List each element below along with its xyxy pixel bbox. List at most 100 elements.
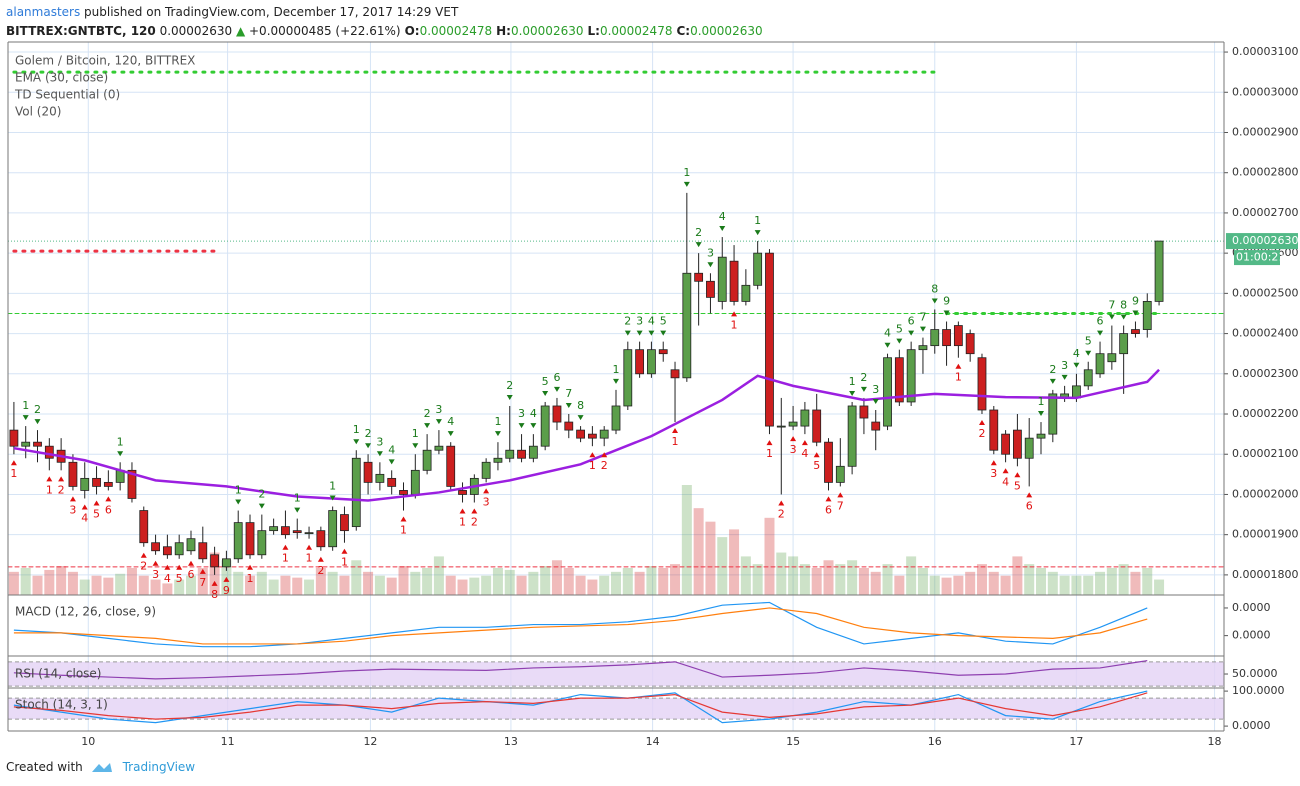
volume-bar	[492, 567, 503, 595]
volume-bar	[658, 567, 669, 595]
td-arrow	[22, 415, 29, 421]
td-arrow	[187, 560, 194, 566]
chart: 10 11 12 13 14 15 16 17 180.000018000.000019000.…	[7, 41, 1298, 748]
macd-line	[13, 601, 1148, 648]
candle-body	[989, 409, 999, 451]
candle-body	[446, 445, 456, 487]
candle-body	[363, 461, 373, 483]
volume-bar	[1118, 564, 1129, 595]
volume-bar	[67, 571, 78, 595]
candle-body	[399, 490, 408, 495]
stoch-name: Stoch (14, 3, 1)	[15, 698, 108, 712]
td-arrow	[1026, 492, 1033, 498]
td-count: 2	[695, 226, 702, 239]
volume-bar	[929, 575, 940, 595]
user[interactable]: alanmasters	[6, 5, 81, 19]
y-tick-label: 0.00002800	[1232, 166, 1298, 179]
td-arrow	[565, 403, 572, 409]
td-count: 1	[766, 447, 773, 460]
candle-body	[292, 530, 302, 534]
stoch-line	[13, 690, 1148, 724]
td-count: 1	[672, 435, 679, 448]
td-arrow	[837, 492, 844, 498]
candle-body	[729, 260, 739, 302]
volume-bar	[717, 537, 728, 595]
td-count: 3	[990, 467, 997, 480]
volume-bar	[953, 575, 964, 595]
volume-bar	[150, 579, 161, 595]
volume-bar	[988, 571, 999, 595]
rsi-line	[13, 660, 1148, 680]
td-count: 6	[187, 568, 194, 581]
td-arrow	[164, 564, 171, 570]
y-tick-label: 0.00001800	[1232, 568, 1298, 581]
candle-body	[21, 441, 31, 447]
td-count: 4	[81, 511, 88, 524]
td-arrow	[931, 298, 938, 304]
td-arrow	[388, 459, 395, 465]
td-count: 3	[1061, 359, 1068, 372]
td-count: 2	[624, 315, 631, 328]
y-tick-label: 0.00002500	[1232, 286, 1298, 299]
price-badge-label: 0.00002630	[1232, 234, 1298, 247]
td-count: 9	[223, 584, 230, 597]
candle-body	[410, 469, 420, 495]
candle-body	[1083, 369, 1093, 387]
td-arrow	[1061, 374, 1068, 380]
td-count: 3	[69, 503, 76, 516]
td-arrow	[235, 499, 242, 505]
candle-body	[316, 530, 326, 548]
volume-bar	[410, 571, 421, 595]
td-arrow	[46, 476, 53, 482]
candle-body	[505, 449, 515, 459]
volume-bar	[268, 579, 279, 595]
candle-body	[883, 357, 892, 427]
volume-bar	[1083, 575, 1094, 595]
td-arrow	[435, 419, 442, 425]
volume-bar	[256, 571, 267, 595]
candle-body	[151, 542, 160, 552]
td-arrow	[530, 423, 537, 429]
td-arrow	[754, 230, 761, 236]
volume-bar	[776, 552, 787, 595]
td-arrow	[719, 226, 726, 232]
td-count: 8	[1120, 299, 1127, 312]
candle-body	[824, 441, 833, 483]
candle-body	[517, 449, 526, 459]
volume-bar	[422, 567, 433, 595]
volume-bar	[575, 575, 586, 595]
published: published on TradingView.com, December 1…	[84, 5, 459, 19]
candle-body	[859, 405, 869, 419]
volume-bar	[528, 571, 539, 595]
volume-bar	[965, 571, 976, 595]
macd-name: MACD (12, 26, close, 9)	[15, 605, 156, 619]
candle-body	[812, 409, 822, 443]
td-count: 1	[459, 515, 466, 528]
td-count: 1	[341, 556, 348, 569]
td-count: 2	[506, 379, 513, 392]
volume-bar	[634, 571, 645, 595]
td-count: 2	[317, 564, 324, 577]
volume-bar	[941, 577, 952, 595]
volume-bar	[1130, 571, 1141, 595]
td-arrow	[601, 452, 608, 458]
volume-bar	[882, 564, 893, 595]
x-tick-label: 17	[1069, 735, 1083, 748]
candle-body	[186, 538, 196, 552]
stoch-line	[13, 692, 1148, 720]
candle-body	[528, 445, 538, 459]
td-arrow	[176, 564, 183, 570]
td-count: 1	[589, 459, 596, 472]
volume-bar	[917, 567, 928, 595]
candle-body	[635, 349, 645, 375]
td-arrow	[884, 342, 891, 348]
candle-body	[1119, 333, 1129, 355]
td-count: 1	[754, 214, 761, 227]
td-arrow	[152, 560, 159, 566]
brand[interactable]: TradingView	[122, 760, 196, 774]
td-arrow	[683, 181, 690, 187]
candle-body	[33, 441, 42, 447]
td-arrow	[1049, 378, 1056, 384]
td-arrow	[306, 544, 313, 550]
volume-bar	[1142, 567, 1153, 595]
